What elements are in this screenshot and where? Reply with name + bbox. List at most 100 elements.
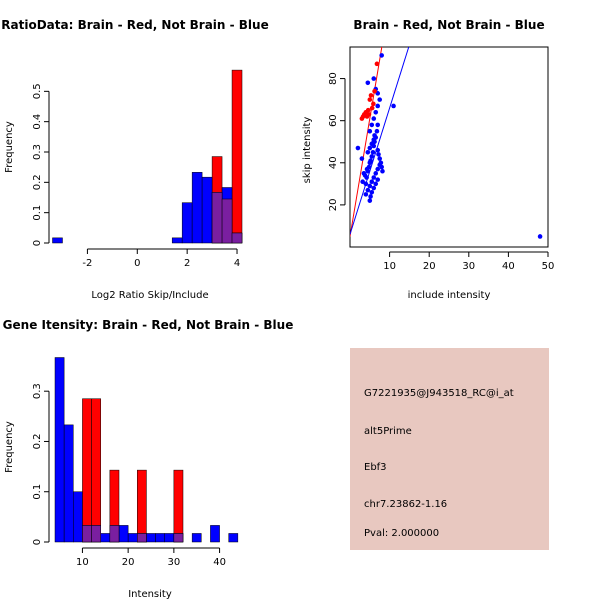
scatter-point-notbrain (375, 147, 381, 153)
gene-bars (54, 357, 239, 543)
gene-bar-notbrain (127, 533, 138, 543)
gene-x-tick-label: 20 (122, 557, 135, 568)
scatter-point-notbrain (377, 156, 383, 161)
scatter-point-brain (371, 101, 376, 107)
ratio-x-tick-label: -2 (82, 258, 92, 269)
gene-histogram-panel: Gene Itensity: Brain - Red, Not Brain - … (3, 318, 294, 600)
scatter-point-notbrain (373, 109, 379, 115)
scatter-point-notbrain (368, 158, 373, 163)
ratio-x-tick-label: 2 (184, 258, 190, 269)
scatter-point-notbrain (371, 175, 377, 180)
scatter-point-notbrain (371, 137, 377, 142)
scatter-point-notbrain (379, 53, 384, 58)
gene-bar-overlap (82, 525, 92, 543)
scatter-point-notbrain (360, 179, 365, 185)
scatter-point-notbrain (369, 189, 375, 195)
gene-bar-brain (91, 398, 101, 543)
scatter-point-notbrain (365, 187, 371, 193)
gene-x-tick-label: 30 (167, 557, 180, 568)
scatter-y-tick-label: 80 (328, 72, 339, 85)
gene-y-tick-label: 0 (32, 539, 43, 545)
info-background (350, 348, 549, 550)
scatter-point-notbrain (374, 128, 380, 134)
ratio-x-tick-label: 0 (134, 258, 140, 269)
scatter-point-brain (374, 61, 380, 67)
gene-x-tick-label: 40 (213, 557, 226, 568)
ratio-title: RatioData: Brain - Red, Not Brain - Blue (1, 18, 268, 32)
gene-x-tick-label: 10 (76, 557, 89, 568)
scatter-point-notbrain (367, 198, 373, 203)
scatter-point-brain (365, 107, 371, 113)
info-panel: G7221935@J943518_RC@i_at alt5Prime Ebf3 … (350, 348, 549, 550)
ratio-y-tick-label: 0.2 (32, 174, 43, 190)
gene-bar-notbrain (54, 357, 65, 543)
gene-y-tick-label: 0.2 (32, 434, 43, 450)
scatter-point-notbrain (369, 141, 375, 147)
scatter-point-notbrain (375, 122, 381, 128)
gene-y-tick-label: 0.1 (32, 484, 43, 500)
scatter-points (355, 53, 543, 239)
gene-bar-notbrain (100, 533, 111, 543)
ratio-bars (52, 69, 243, 244)
scatter-point-notbrain (372, 133, 377, 138)
scatter-fit-line-red (350, 47, 383, 237)
info-pval: Pval: 2.000000 (364, 528, 439, 539)
scatter-point-notbrain (363, 192, 369, 197)
scatter-point-notbrain (355, 145, 361, 151)
gene-bar-notbrain (155, 533, 165, 543)
scatter-y-tick-label: 60 (328, 114, 339, 127)
scatter-point-brain (367, 97, 373, 102)
scatter-x-tick-label: 50 (542, 261, 555, 272)
scatter-point-notbrain (380, 168, 385, 174)
scatter-point-notbrain (373, 181, 379, 187)
ratio-axes: -2 0 2 4 0 0.1 0.2 0.3 0.4 0.5 (32, 83, 240, 269)
scatter-point-notbrain (376, 152, 381, 157)
ratio-ylabel: Frequency (4, 121, 15, 173)
gene-bar-brain (173, 469, 184, 543)
ratio-bar-brain (231, 69, 243, 244)
scatter-point-notbrain (369, 179, 375, 185)
scatter-fit-line-blue (350, 47, 410, 235)
scatter-point-brain (368, 93, 374, 98)
scatter-panel: Brain - Red, Not Brain - Blue include in… (302, 18, 554, 301)
info-event: alt5Prime (364, 426, 412, 437)
gene-bar-notbrain (73, 491, 83, 543)
scatter-x-tick-label: 40 (502, 261, 515, 272)
info-probe: G7221935@J943518_RC@i_at (364, 388, 514, 399)
ratio-xlabel: Log2 Ratio Skip/Include (91, 290, 208, 301)
scatter-point-notbrain (371, 185, 377, 191)
scatter-point-notbrain (364, 166, 370, 172)
ratio-y-tick-label: 0.3 (32, 144, 43, 160)
scatter-point-brain (366, 112, 372, 117)
scatter-point-brain (372, 88, 377, 94)
scatter-point-notbrain (373, 171, 379, 176)
gene-y-tick-label: 0.3 (32, 383, 43, 399)
scatter-y-tick-label: 20 (328, 199, 339, 212)
info-location: chr7.23862-1.16 (364, 499, 447, 510)
gene-axes: 10 20 30 40 0 0.1 0.2 0.3 (32, 383, 226, 568)
gene-ylabel: Frequency (4, 421, 15, 473)
scatter-point-notbrain (368, 194, 373, 199)
gene-bar-notbrain (191, 533, 202, 543)
gene-bar-overlap (109, 525, 120, 543)
ratio-histogram-panel: RatioData: Brain - Red, Not Brain - Blue… (1, 18, 268, 301)
ratio-bar-notbrain (181, 202, 193, 244)
scatter-point-notbrain (367, 128, 373, 134)
gene-bar-brain (82, 398, 92, 543)
scatter-point-notbrain (375, 103, 381, 109)
gene-bar-overlap (91, 525, 101, 543)
scatter-ylabel: skip intensity (302, 117, 313, 184)
scatter-x-tick-label: 10 (383, 261, 396, 272)
ratio-bar-notbrain (191, 172, 203, 244)
ratio-y-tick-label: 0.1 (32, 205, 43, 221)
ratio-bar-overlap (231, 232, 243, 244)
scatter-point-notbrain (375, 166, 381, 172)
gene-xlabel: Intensity (128, 589, 172, 600)
scatter-point-notbrain (369, 122, 375, 128)
scatter-xlabel: include intensity (408, 290, 491, 301)
scatter-point-notbrain (367, 183, 373, 189)
scatter-axes: 10 20 30 40 50 20 40 60 80 (328, 72, 554, 272)
gene-bar-notbrain (63, 424, 74, 543)
gene-bar-overlap (173, 533, 184, 543)
